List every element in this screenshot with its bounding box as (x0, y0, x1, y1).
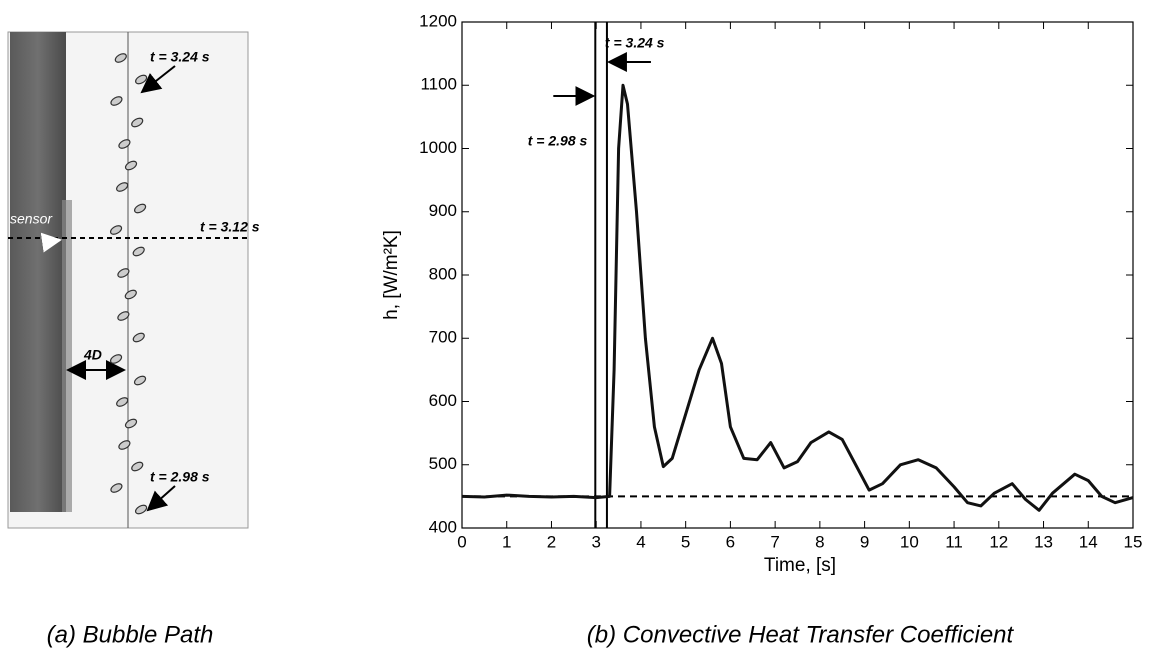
bubble (124, 418, 138, 429)
bubble (132, 332, 145, 343)
annotation: t = 3.12 s (200, 219, 260, 235)
sensor-arrow (40, 232, 62, 253)
bubble (114, 53, 127, 63)
x-tick-label: 8 (815, 532, 824, 551)
bubble (109, 225, 123, 235)
y-tick-label: 400 (429, 517, 457, 536)
caption: (b) Convective Heat Transfer Coefficient (587, 621, 1015, 648)
bubble (109, 354, 123, 364)
bubble-photo: t = 3.24 s sensor t = 3.12 s 4D t = 2.98… (7, 31, 260, 529)
x-tick-label: 4 (636, 532, 645, 551)
bubble (135, 504, 148, 515)
y-tick-label: 900 (429, 201, 457, 220)
bubble (124, 289, 137, 300)
bubble (110, 96, 123, 106)
y-tick-label: 800 (429, 264, 457, 283)
y-axis-label: h, [W/m²K] (381, 230, 402, 320)
bubble (110, 483, 123, 493)
annotation: t = 3.24 s (605, 35, 665, 51)
caption: (a) Bubble Path (47, 621, 214, 648)
x-tick-label: 7 (770, 532, 779, 551)
annotation: t = 2.98 s (150, 469, 210, 485)
bubble (132, 246, 145, 257)
bubble (118, 440, 131, 450)
bubble (133, 203, 147, 214)
x-tick-label: 12 (989, 532, 1008, 551)
y-tick-label: 600 (429, 391, 457, 410)
x-tick-label: 5 (681, 532, 690, 551)
bubble (118, 139, 131, 149)
x-tick-label: 14 (1079, 532, 1098, 551)
bubble (117, 268, 130, 278)
arrow (146, 485, 176, 512)
x-tick-label: 0 (457, 532, 466, 551)
arrow (140, 65, 176, 94)
bubble (131, 461, 144, 472)
y-tick-label: 500 (429, 454, 457, 473)
x-tick-label: 6 (726, 532, 735, 551)
x-tick-label: 10 (900, 532, 919, 551)
x-tick-label: 2 (547, 532, 556, 551)
y-tick-label: 1100 (420, 75, 457, 94)
annotation: t = 2.98 s (528, 133, 588, 149)
bubble (116, 182, 129, 192)
plot-frame (461, 21, 1134, 529)
bubble (133, 375, 147, 386)
y-tick-label: 700 (429, 328, 457, 347)
x-tick-label: 1 (502, 532, 511, 551)
x-axis-label: Time, [s] (764, 555, 836, 576)
bubble (124, 160, 138, 171)
bubble (116, 397, 129, 407)
x-tick-label: 9 (860, 532, 869, 551)
x-tick-label: 13 (1034, 532, 1053, 551)
bubble (131, 117, 144, 128)
plate (10, 32, 66, 512)
annotation: sensor (10, 211, 53, 227)
annotation: 4D (83, 347, 102, 363)
annotation: t = 3.24 s (150, 49, 210, 65)
bubble (117, 311, 130, 321)
x-tick-label: 3 (591, 532, 600, 551)
x-tick-label: 15 (1124, 532, 1143, 551)
y-tick-label: 1200 (419, 11, 457, 30)
plate-edge (62, 200, 72, 512)
data-line (461, 83, 1134, 512)
bubble (135, 74, 148, 85)
y-tick-label: 1000 (419, 138, 457, 157)
x-tick-label: 11 (945, 532, 963, 551)
